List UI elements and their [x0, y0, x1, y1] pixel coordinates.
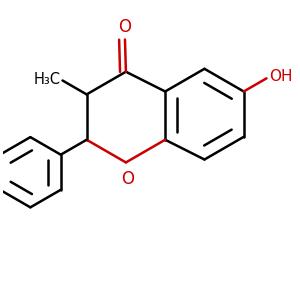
Text: O: O — [118, 18, 131, 36]
Text: H₃C: H₃C — [33, 72, 60, 87]
Text: OH: OH — [269, 69, 292, 84]
Text: O: O — [121, 170, 134, 188]
